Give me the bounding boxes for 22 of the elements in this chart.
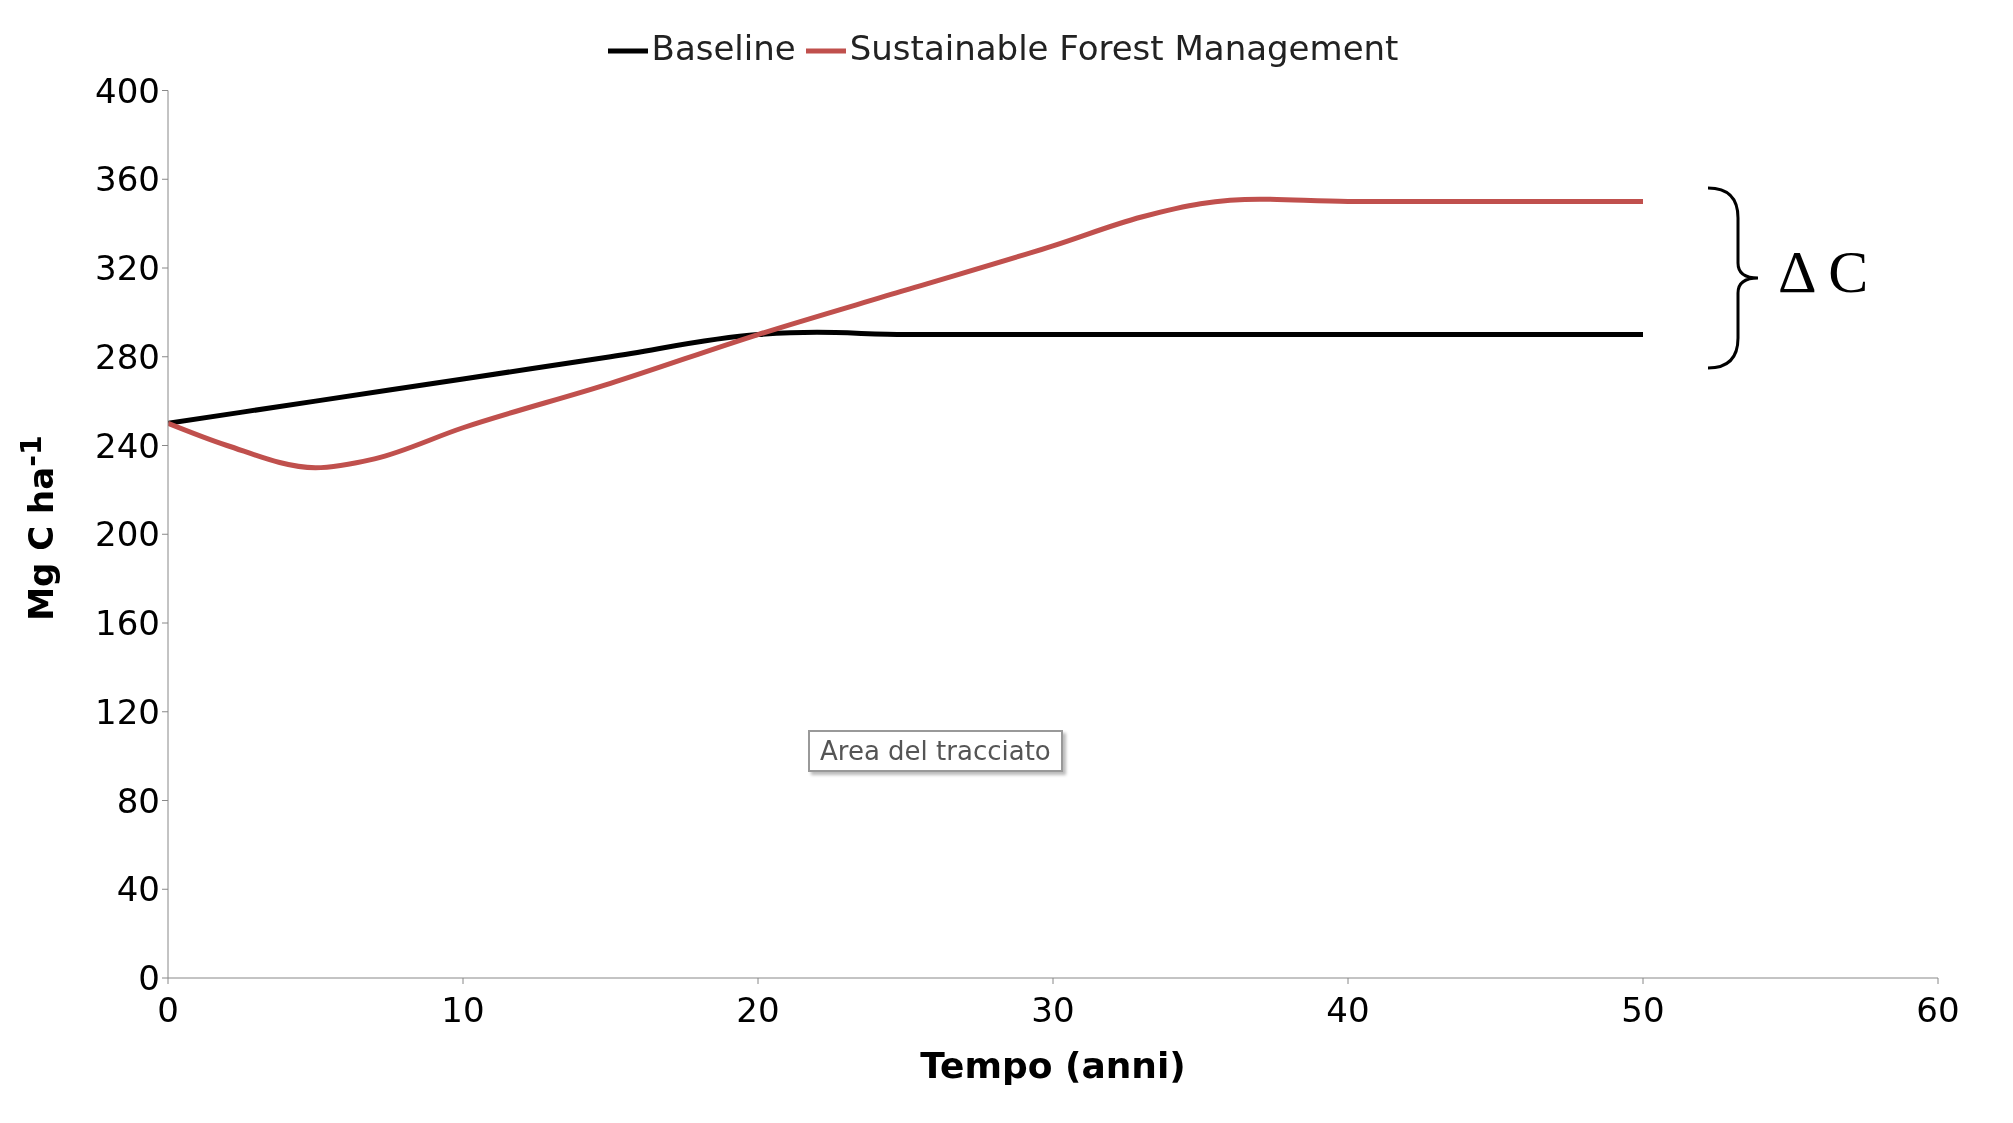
y-tick-label: 400 (95, 70, 160, 111)
y-tick-label: 160 (95, 603, 160, 644)
x-tick-label: 10 (441, 990, 485, 1031)
y-tick-label: 40 (116, 869, 160, 910)
x-tick-label: 60 (1916, 990, 1960, 1031)
x-axis-title: Tempo (anni) (920, 1045, 1186, 1086)
y-tick-label: 320 (95, 248, 160, 289)
y-tick-label: 80 (116, 780, 160, 821)
legend-label: Sustainable Forest Management (849, 28, 1399, 68)
y-tick-label: 240 (95, 425, 160, 466)
y-tick-label: 200 (95, 514, 160, 555)
annotation: Δ C (1778, 238, 1869, 307)
y-tick-label: 120 (95, 691, 160, 732)
x-tick-label: 40 (1326, 990, 1370, 1031)
x-tick-label: 30 (1031, 990, 1075, 1031)
x-tick-label: 20 (736, 990, 780, 1031)
y-tick-label: 0 (138, 958, 160, 999)
legend-label: Baseline (651, 28, 796, 68)
y-tick-label: 360 (95, 159, 160, 200)
x-tick-label: 50 (1621, 990, 1665, 1031)
y-tick-label: 280 (95, 336, 160, 377)
annotation: Area del tracciato (808, 730, 1063, 772)
